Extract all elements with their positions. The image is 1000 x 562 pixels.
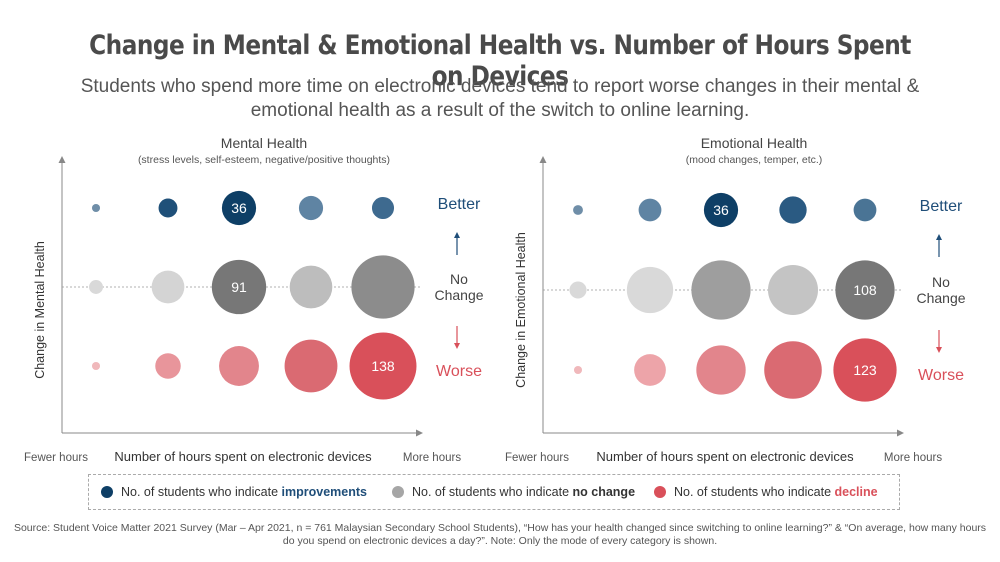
charts-area: Mental Health (stress levels, self-esteem…	[24, 135, 966, 464]
bubble-no-change	[211, 259, 267, 315]
bubble-no-change	[351, 255, 415, 319]
x-axis-label: Number of hours spent on electronic devi…	[596, 449, 854, 464]
bubble-data-label: 108	[853, 282, 877, 298]
bubble-improvement	[779, 196, 807, 224]
page-title: Change in Mental & Emotional Health vs. …	[89, 30, 911, 92]
chart-title: Mental Health	[221, 135, 307, 151]
x-axis-arrow	[897, 429, 904, 437]
bubble-decline	[833, 338, 897, 402]
bubble-improvement	[638, 198, 662, 222]
bubble-no-change	[569, 281, 587, 299]
legend-improvements-bold: improvements	[281, 485, 367, 499]
x-axis-end-label: More hours	[403, 452, 461, 464]
source-note: Source: Student Voice Matter 2021 Survey…	[13, 522, 987, 547]
bubble-data-label: 36	[231, 200, 247, 216]
chart-title: Emotional Health	[701, 135, 808, 151]
row-label-no-change: No	[450, 271, 468, 287]
y-axis-label: Change in Emotional Health	[514, 232, 528, 388]
bubble-decline	[696, 345, 746, 395]
legend: No. of students who indicate improvement…	[88, 474, 900, 510]
legend-item-improvements: No. of students who indicate improvement…	[101, 485, 367, 499]
y-axis-label: Change in Mental Health	[33, 241, 47, 379]
better-arrow-head	[936, 234, 942, 240]
y-axis-arrow	[58, 156, 66, 163]
bubble-decline	[573, 365, 583, 375]
bubble-decline	[349, 332, 417, 400]
bubble-data-label: 138	[371, 358, 395, 374]
legend-dot-decline	[654, 486, 666, 498]
y-axis-arrow	[539, 156, 547, 163]
bubble-improvement	[703, 192, 739, 228]
bubble-improvement	[158, 198, 178, 218]
bubble-no-change	[151, 270, 185, 304]
row-label-no-change: No	[932, 274, 950, 290]
x-axis-end-label: More hours	[884, 452, 942, 464]
bubble-improvement	[371, 196, 395, 220]
x-axis-arrow	[416, 429, 423, 437]
chart-subtitle: (mood changes, temper, etc.)	[686, 154, 823, 166]
bubble-decline	[91, 361, 101, 371]
bubble-no-change	[767, 264, 819, 316]
bubble-data-label: 91	[231, 279, 247, 295]
bubble-no-change	[691, 260, 751, 320]
bubble-decline	[284, 339, 338, 393]
bubble-improvement	[853, 198, 877, 222]
legend-no-change-bold: no change	[572, 485, 636, 499]
bubble-data-label: 36	[713, 202, 729, 218]
better-arrow-head	[454, 232, 460, 238]
row-label-worse: Worse	[918, 367, 964, 384]
bubble-no-change	[89, 280, 103, 294]
bubble-decline	[219, 346, 259, 386]
legend-item-decline: No. of students who indicate decline	[654, 485, 878, 499]
page-subtitle: Students who spend more time on electron…	[80, 76, 920, 121]
chart-subtitle: (stress levels, self-esteem, negative/po…	[138, 154, 390, 166]
bubble-no-change	[835, 260, 895, 320]
bubble-decline	[764, 341, 822, 399]
legend-improvements-prefix: No. of students who indicate	[121, 485, 282, 499]
row-label-better: Better	[438, 196, 481, 213]
legend-no-change-prefix: No. of students who indicate	[412, 485, 573, 499]
bubble-improvement	[298, 195, 324, 221]
bubble-decline	[155, 353, 181, 379]
worse-arrow-head	[936, 347, 942, 353]
bubble-data-label: 123	[853, 362, 877, 378]
row-label-better: Better	[920, 198, 963, 215]
row-label-worse: Worse	[436, 363, 482, 380]
worse-arrow-head	[454, 343, 460, 349]
x-axis-start-label: Fewer hours	[505, 452, 569, 464]
bubble-improvement	[573, 205, 583, 215]
legend-dot-improvements	[101, 486, 113, 498]
bubble-no-change	[289, 265, 333, 309]
row-label-no-change: Change	[916, 290, 965, 306]
bubble-decline	[634, 354, 666, 386]
bubble-improvement	[91, 203, 101, 213]
x-axis-label: Number of hours spent on electronic devi…	[114, 449, 372, 464]
bubble-no-change	[626, 266, 674, 314]
legend-dot-no-change	[392, 486, 404, 498]
legend-decline-bold: decline	[834, 485, 878, 499]
legend-item-no-change: No. of students who indicate no change	[392, 485, 635, 499]
legend-decline-prefix: No. of students who indicate	[674, 485, 835, 499]
x-axis-start-label: Fewer hours	[24, 452, 88, 464]
bubble-improvement	[221, 190, 257, 226]
row-label-no-change: Change	[434, 287, 483, 303]
